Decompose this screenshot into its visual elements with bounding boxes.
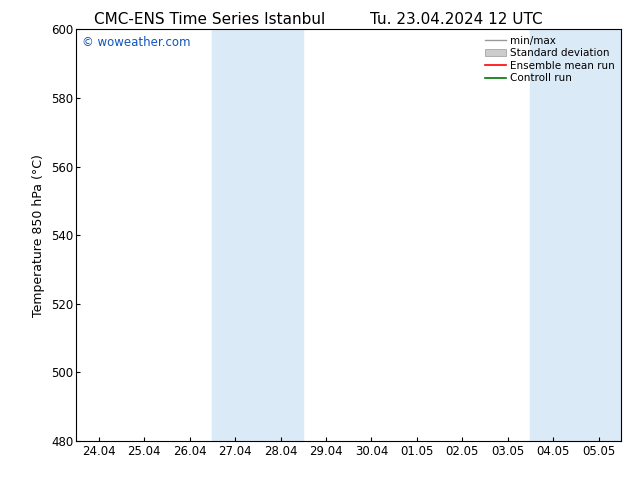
Legend: min/max, Standard deviation, Ensemble mean run, Controll run: min/max, Standard deviation, Ensemble me… bbox=[482, 32, 618, 87]
Bar bbox=[531, 29, 621, 441]
Y-axis label: Temperature 850 hPa (°C): Temperature 850 hPa (°C) bbox=[32, 154, 46, 317]
Bar bbox=[212, 29, 303, 441]
Text: © woweather.com: © woweather.com bbox=[82, 36, 190, 49]
Text: Tu. 23.04.2024 12 UTC: Tu. 23.04.2024 12 UTC bbox=[370, 12, 543, 27]
Text: CMC-ENS Time Series Istanbul: CMC-ENS Time Series Istanbul bbox=[94, 12, 325, 27]
